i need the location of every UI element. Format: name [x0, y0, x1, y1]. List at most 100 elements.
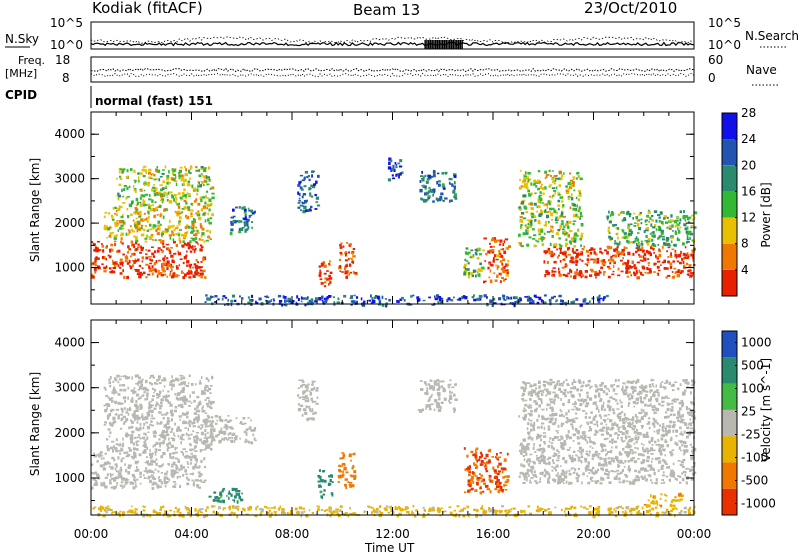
data-cell — [616, 469, 620, 472]
data-cell — [104, 421, 107, 424]
data-cell — [124, 433, 128, 437]
data-cell — [548, 463, 551, 466]
data-cell — [196, 395, 200, 399]
data-cell — [540, 236, 544, 240]
data-cell — [563, 252, 567, 256]
data-cell — [192, 430, 195, 433]
data-cell — [522, 185, 525, 188]
data-cell — [143, 474, 145, 477]
data-cell — [578, 206, 581, 210]
data-cell — [503, 299, 507, 301]
data-cell — [114, 378, 118, 382]
data-cell — [650, 436, 654, 441]
data-cell — [124, 407, 126, 410]
data-cell — [200, 235, 203, 238]
data-cell — [533, 183, 536, 186]
data-cell — [113, 261, 117, 265]
data-cell — [453, 408, 456, 412]
data-cell — [190, 433, 193, 436]
data-cell — [530, 212, 535, 216]
data-cell — [500, 267, 504, 271]
data-cell — [478, 273, 481, 278]
data-cell — [570, 256, 574, 260]
data-cell — [122, 375, 126, 378]
data-cell — [94, 479, 97, 482]
data-cell — [436, 405, 440, 409]
data-cell — [580, 388, 583, 392]
data-cell — [607, 226, 610, 230]
data-cell — [626, 453, 630, 456]
data-cell — [349, 257, 352, 260]
data-cell — [198, 402, 202, 406]
data-cell — [661, 433, 665, 437]
data-cell — [665, 276, 668, 279]
data-cell — [571, 202, 575, 207]
data-cell — [605, 430, 608, 433]
data-cell — [201, 196, 204, 199]
data-cell — [153, 407, 157, 410]
data-cell — [636, 401, 639, 404]
data-cell — [169, 270, 172, 273]
data-cell — [621, 432, 625, 436]
data-cell — [567, 188, 570, 191]
data-cell — [187, 272, 191, 275]
data-cell — [330, 492, 334, 496]
data-cell — [576, 254, 579, 259]
data-cell — [395, 173, 398, 177]
data-cell — [643, 435, 646, 438]
data-cell — [166, 476, 169, 480]
data-cell — [571, 455, 574, 457]
data-cell — [678, 222, 681, 224]
data-cell — [544, 251, 547, 255]
data-cell — [489, 246, 493, 248]
data-cell — [117, 249, 121, 253]
data-cell — [549, 212, 554, 215]
data-cell — [570, 184, 573, 188]
data-cell — [177, 460, 180, 463]
data-cell — [204, 433, 207, 436]
freq-tick-top: 18 — [55, 53, 70, 67]
data-cell — [625, 420, 628, 423]
data-cell — [169, 411, 174, 414]
data-cell — [109, 226, 112, 229]
data-cell — [523, 473, 526, 475]
data-cell — [608, 231, 611, 234]
data-cell — [562, 457, 565, 460]
data-cell — [311, 417, 315, 421]
data-cell — [183, 206, 187, 210]
data-cell — [196, 188, 199, 192]
data-cell — [177, 404, 181, 407]
data-cell — [538, 462, 541, 465]
data-cell — [692, 256, 694, 259]
data-cell — [170, 380, 174, 383]
data-cell — [398, 173, 402, 176]
data-cell — [627, 395, 630, 398]
data-cell — [523, 475, 526, 478]
data-cell — [148, 401, 151, 405]
data-cell — [546, 463, 549, 465]
data-cell — [525, 211, 529, 214]
data-cell — [188, 264, 191, 268]
data-cell — [684, 218, 687, 222]
data-cell — [189, 473, 193, 475]
data-cell — [667, 256, 669, 258]
data-cell — [131, 397, 134, 400]
data-cell — [647, 271, 652, 274]
data-cell — [617, 252, 621, 256]
data-cell — [598, 429, 601, 432]
data-cell — [433, 191, 435, 194]
data-cell — [582, 400, 585, 404]
data-cell — [246, 220, 249, 224]
data-cell — [162, 258, 166, 262]
data-cell — [533, 421, 536, 425]
data-cell — [643, 257, 647, 261]
data-cell — [502, 297, 505, 300]
data-cell — [192, 421, 196, 424]
data-cell — [171, 452, 175, 455]
data-cell — [149, 423, 152, 426]
data-cell — [318, 265, 322, 268]
data-cell — [136, 421, 139, 424]
data-cell — [670, 472, 673, 475]
data-cell — [202, 405, 204, 409]
data-cell — [230, 220, 233, 225]
